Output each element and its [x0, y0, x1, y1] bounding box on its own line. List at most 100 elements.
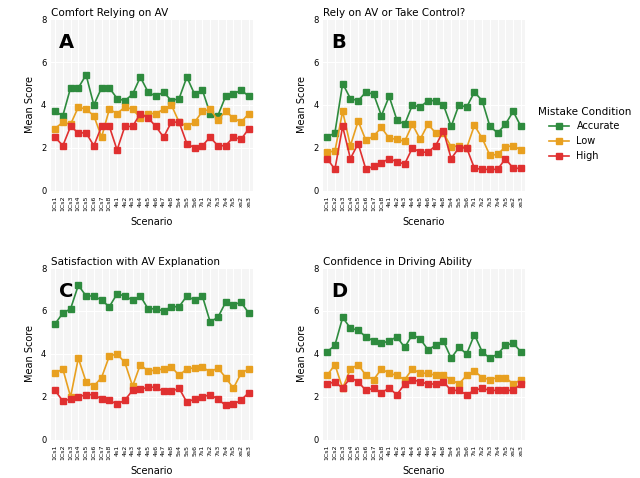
- High: [378, 390, 385, 395]
- Accurate: [237, 300, 245, 305]
- X-axis label: Scenario: Scenario: [403, 466, 445, 476]
- Low: [370, 133, 378, 139]
- Low: [245, 366, 253, 372]
- Low: [346, 366, 354, 372]
- Accurate: [440, 102, 447, 108]
- Accurate: [463, 351, 470, 357]
- Accurate: [222, 300, 230, 305]
- High: [463, 145, 470, 151]
- Accurate: [51, 109, 59, 114]
- Low: [113, 351, 121, 357]
- High: [393, 159, 401, 165]
- Low: [59, 120, 67, 125]
- Y-axis label: Mean Score: Mean Score: [26, 76, 35, 133]
- High: [183, 141, 191, 146]
- Line: Accurate: Accurate: [324, 81, 524, 140]
- Low: [401, 377, 408, 382]
- Low: [222, 109, 230, 114]
- Low: [51, 126, 59, 131]
- Line: Accurate: Accurate: [52, 282, 252, 326]
- Low: [339, 109, 346, 114]
- Low: [175, 120, 183, 125]
- Accurate: [168, 304, 175, 310]
- Accurate: [408, 332, 416, 337]
- Low: [59, 366, 67, 372]
- Accurate: [509, 340, 517, 346]
- Accurate: [378, 340, 385, 346]
- Accurate: [463, 104, 470, 110]
- Low: [355, 362, 362, 368]
- Accurate: [432, 342, 440, 348]
- Low: [494, 152, 502, 157]
- Accurate: [175, 96, 183, 101]
- Low: [90, 113, 98, 119]
- Low: [129, 383, 136, 389]
- High: [160, 389, 168, 394]
- High: [67, 123, 74, 129]
- Low: [440, 372, 447, 378]
- High: [129, 123, 136, 129]
- Accurate: [470, 332, 478, 337]
- Accurate: [144, 306, 152, 312]
- Text: Satisfaction with AV Explanation: Satisfaction with AV Explanation: [51, 257, 220, 267]
- High: [51, 388, 59, 393]
- Low: [378, 366, 385, 372]
- Low: [385, 370, 393, 376]
- High: [191, 396, 198, 402]
- Accurate: [222, 94, 230, 99]
- Low: [447, 144, 455, 150]
- Low: [478, 375, 486, 380]
- Low: [168, 102, 175, 108]
- High: [370, 385, 378, 391]
- Low: [152, 111, 160, 117]
- Accurate: [494, 130, 502, 136]
- High: [198, 394, 206, 400]
- Line: Low: Low: [324, 362, 524, 391]
- High: [160, 134, 168, 140]
- Accurate: [416, 336, 424, 342]
- Low: [494, 375, 502, 380]
- Accurate: [517, 349, 525, 355]
- High: [346, 375, 354, 380]
- High: [144, 115, 152, 121]
- Y-axis label: Mean Score: Mean Score: [298, 326, 307, 382]
- Accurate: [83, 293, 90, 299]
- Low: [106, 107, 113, 112]
- High: [355, 379, 362, 385]
- Low: [129, 107, 136, 112]
- Accurate: [106, 304, 113, 310]
- High: [113, 147, 121, 153]
- Line: High: High: [52, 384, 252, 408]
- High: [486, 388, 493, 393]
- Low: [346, 143, 354, 149]
- Accurate: [175, 304, 183, 310]
- Accurate: [59, 113, 67, 119]
- Low: [478, 135, 486, 141]
- Low: [509, 143, 517, 149]
- High: [144, 384, 152, 390]
- Low: [455, 143, 463, 149]
- X-axis label: Scenario: Scenario: [403, 217, 445, 227]
- High: [478, 166, 486, 172]
- High: [447, 156, 455, 162]
- High: [106, 397, 113, 403]
- Low: [121, 359, 129, 365]
- Accurate: [74, 282, 82, 288]
- High: [136, 386, 144, 392]
- Line: High: High: [52, 111, 252, 153]
- Low: [214, 365, 221, 371]
- High: [378, 160, 385, 166]
- Low: [230, 115, 237, 121]
- Low: [408, 121, 416, 127]
- Low: [401, 139, 408, 144]
- Low: [136, 362, 144, 368]
- Low: [517, 147, 525, 153]
- Low: [113, 111, 121, 117]
- Line: High: High: [324, 124, 524, 172]
- High: [214, 143, 221, 149]
- Accurate: [486, 355, 493, 361]
- High: [486, 166, 493, 172]
- Accurate: [144, 89, 152, 95]
- Accurate: [331, 342, 339, 348]
- High: [470, 388, 478, 393]
